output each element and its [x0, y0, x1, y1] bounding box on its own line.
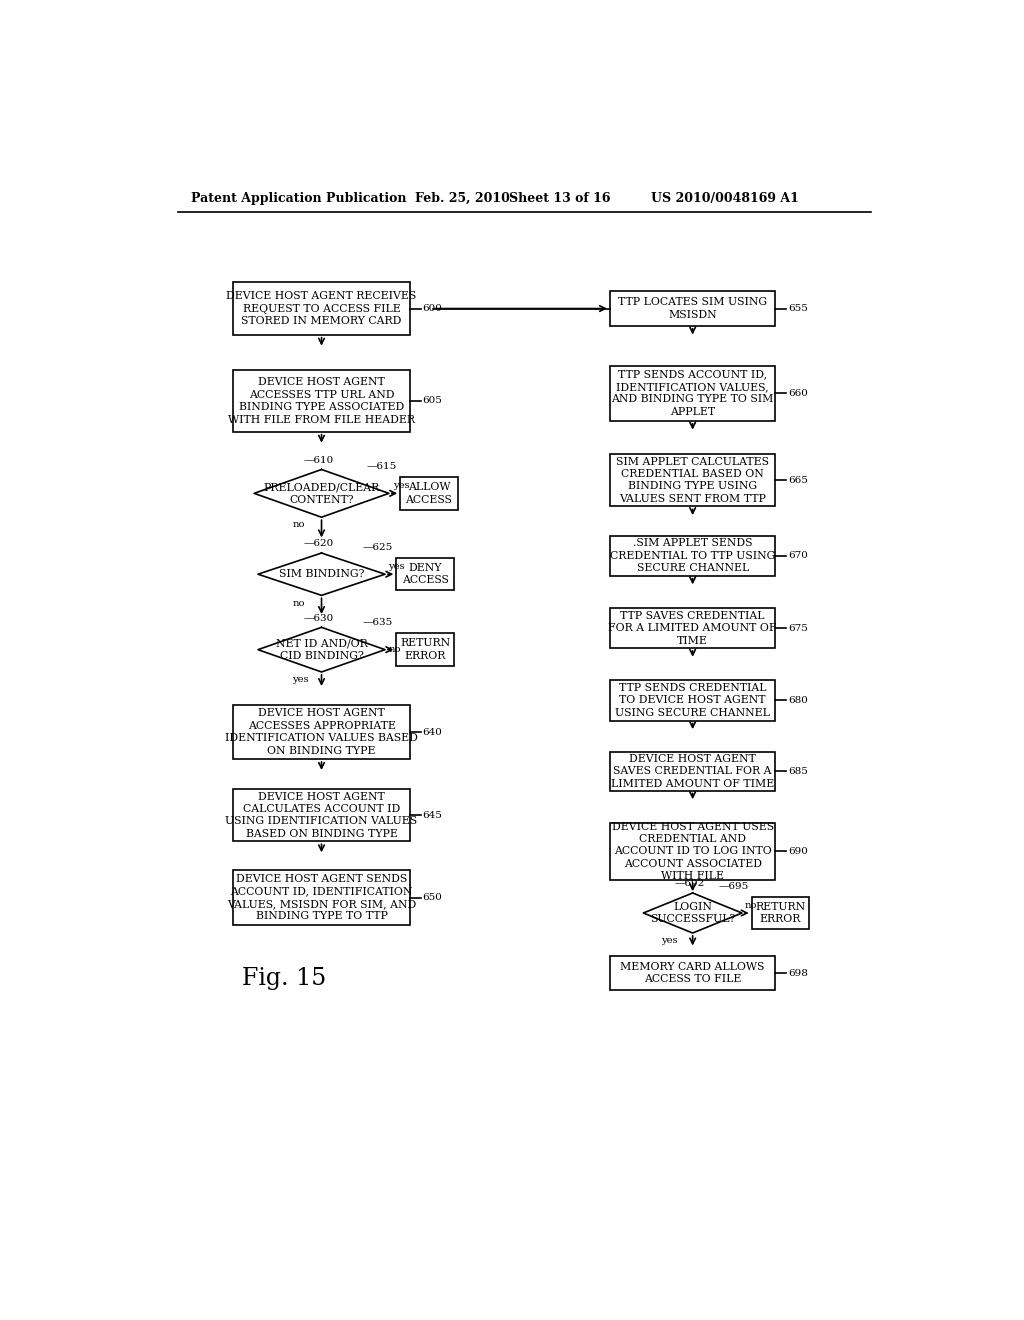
Text: TTP SENDS CREDENTIAL
TO DEVICE HOST AGENT
USING SECURE CHANNEL: TTP SENDS CREDENTIAL TO DEVICE HOST AGEN… [615, 682, 770, 718]
Text: DEVICE HOST AGENT SENDS
ACCOUNT ID, IDENTIFICATION
VALUES, MSISDN FOR SIM, AND
B: DEVICE HOST AGENT SENDS ACCOUNT ID, IDEN… [227, 874, 416, 921]
Text: TTP SENDS ACCOUNT ID,
IDENTIFICATION VALUES,
AND BINDING TYPE TO SIM
APPLET: TTP SENDS ACCOUNT ID, IDENTIFICATION VAL… [611, 370, 774, 417]
Text: Feb. 25, 2010: Feb. 25, 2010 [416, 191, 510, 205]
Bar [233, 705, 410, 759]
Text: ALLOW
ACCESS: ALLOW ACCESS [406, 482, 453, 504]
Text: 600: 600 [422, 304, 442, 313]
Bar [610, 822, 775, 880]
Text: DEVICE HOST AGENT
ACCESSES APPROPRIATE
IDENTIFICATION VALUES BASED
ON BINDING TY: DEVICE HOST AGENT ACCESSES APPROPRIATE I… [225, 709, 418, 755]
Text: PRELOADED/CLEAR
CONTENT?: PRELOADED/CLEAR CONTENT? [263, 482, 380, 504]
Bar [610, 536, 775, 576]
Text: .SIM APPLET SENDS
CREDENTIAL TO TTP USING
SECURE CHANNEL: .SIM APPLET SENDS CREDENTIAL TO TTP USIN… [610, 539, 775, 573]
Text: DEVICE HOST AGENT
SAVES CREDENTIAL FOR A
LIMITED AMOUNT OF TIME: DEVICE HOST AGENT SAVES CREDENTIAL FOR A… [611, 754, 774, 789]
Text: MEMORY CARD ALLOWS
ACCESS TO FILE: MEMORY CARD ALLOWS ACCESS TO FILE [621, 962, 765, 985]
Text: LOGIN
SUCCESSFUL?: LOGIN SUCCESSFUL? [650, 902, 735, 924]
Text: yes: yes [388, 562, 404, 572]
Bar [233, 789, 410, 841]
Text: 645: 645 [422, 810, 442, 820]
Text: DEVICE HOST AGENT
CALCULATES ACCOUNT ID
USING IDENTIFICATION VALUES
BASED ON BIN: DEVICE HOST AGENT CALCULATES ACCOUNT ID … [225, 792, 418, 838]
Bar [610, 609, 775, 648]
Bar [610, 292, 775, 326]
Text: DEVICE HOST AGENT RECEIVES
REQUEST TO ACCESS FILE
STORED IN MEMORY CARD: DEVICE HOST AGENT RECEIVES REQUEST TO AC… [226, 292, 417, 326]
Text: —625: —625 [362, 543, 393, 552]
Text: 680: 680 [787, 696, 808, 705]
Text: no: no [388, 645, 400, 655]
Text: SIM APPLET CALCULATES
CREDENTIAL BASED ON
BINDING TYPE USING
VALUES SENT FROM TT: SIM APPLET CALCULATES CREDENTIAL BASED O… [616, 457, 769, 504]
Text: no: no [292, 598, 305, 607]
Text: —692: —692 [675, 879, 705, 888]
Bar [610, 681, 775, 721]
Text: yes: yes [292, 676, 308, 684]
Text: —620: —620 [303, 540, 334, 548]
Bar [400, 477, 458, 510]
Text: 650: 650 [422, 894, 442, 902]
Bar [396, 634, 454, 665]
Text: Sheet 13 of 16: Sheet 13 of 16 [509, 191, 611, 205]
Bar [233, 370, 410, 432]
Bar [610, 366, 775, 421]
Text: 665: 665 [787, 475, 808, 484]
Text: SIM BINDING?: SIM BINDING? [279, 569, 365, 579]
Text: no: no [292, 520, 305, 529]
Text: 605: 605 [422, 396, 442, 405]
Text: —630: —630 [303, 614, 334, 623]
Bar [610, 454, 775, 507]
Text: 640: 640 [422, 727, 442, 737]
Bar [752, 896, 809, 929]
Text: yes: yes [393, 482, 410, 490]
Text: 685: 685 [787, 767, 808, 776]
Text: yes: yes [662, 936, 678, 945]
Text: NET ID AND/OR
CID BINDING?: NET ID AND/OR CID BINDING? [275, 639, 368, 661]
Text: 690: 690 [787, 847, 808, 855]
Text: no: no [745, 900, 758, 909]
Text: —615: —615 [367, 462, 397, 471]
Text: 655: 655 [787, 304, 808, 313]
Text: Patent Application Publication: Patent Application Publication [190, 191, 407, 205]
Text: 670: 670 [787, 552, 808, 560]
Text: 698: 698 [787, 969, 808, 978]
Text: —610: —610 [303, 455, 334, 465]
Bar [396, 558, 454, 590]
Text: DEVICE HOST AGENT
ACCESSES TTP URL AND
BINDING TYPE ASSOCIATED
WITH FILE FROM FI: DEVICE HOST AGENT ACCESSES TTP URL AND B… [228, 378, 415, 425]
Text: —695: —695 [718, 882, 749, 891]
Text: RETURN
ERROR: RETURN ERROR [400, 639, 451, 661]
Text: Fig. 15: Fig. 15 [243, 968, 327, 990]
Text: 675: 675 [787, 623, 808, 632]
Text: US 2010/0048169 A1: US 2010/0048169 A1 [651, 191, 799, 205]
Text: 660: 660 [787, 389, 808, 397]
Text: —635: —635 [362, 618, 393, 627]
Bar [233, 870, 410, 925]
Text: RETURN
ERROR: RETURN ERROR [756, 902, 806, 924]
Bar [233, 282, 410, 335]
Text: DEVICE HOST AGENT USES
CREDENTIAL AND
ACCOUNT ID TO LOG INTO
ACCOUNT ASSOCIATED
: DEVICE HOST AGENT USES CREDENTIAL AND AC… [611, 821, 774, 882]
Bar [610, 752, 775, 791]
Text: TTP LOCATES SIM USING
MSISDN: TTP LOCATES SIM USING MSISDN [618, 297, 767, 319]
Bar [610, 956, 775, 990]
Text: DENY
ACCESS: DENY ACCESS [401, 564, 449, 585]
Text: TTP SAVES CREDENTIAL
FOR A LIMITED AMOUNT OF
TIME: TTP SAVES CREDENTIAL FOR A LIMITED AMOUN… [608, 611, 777, 645]
